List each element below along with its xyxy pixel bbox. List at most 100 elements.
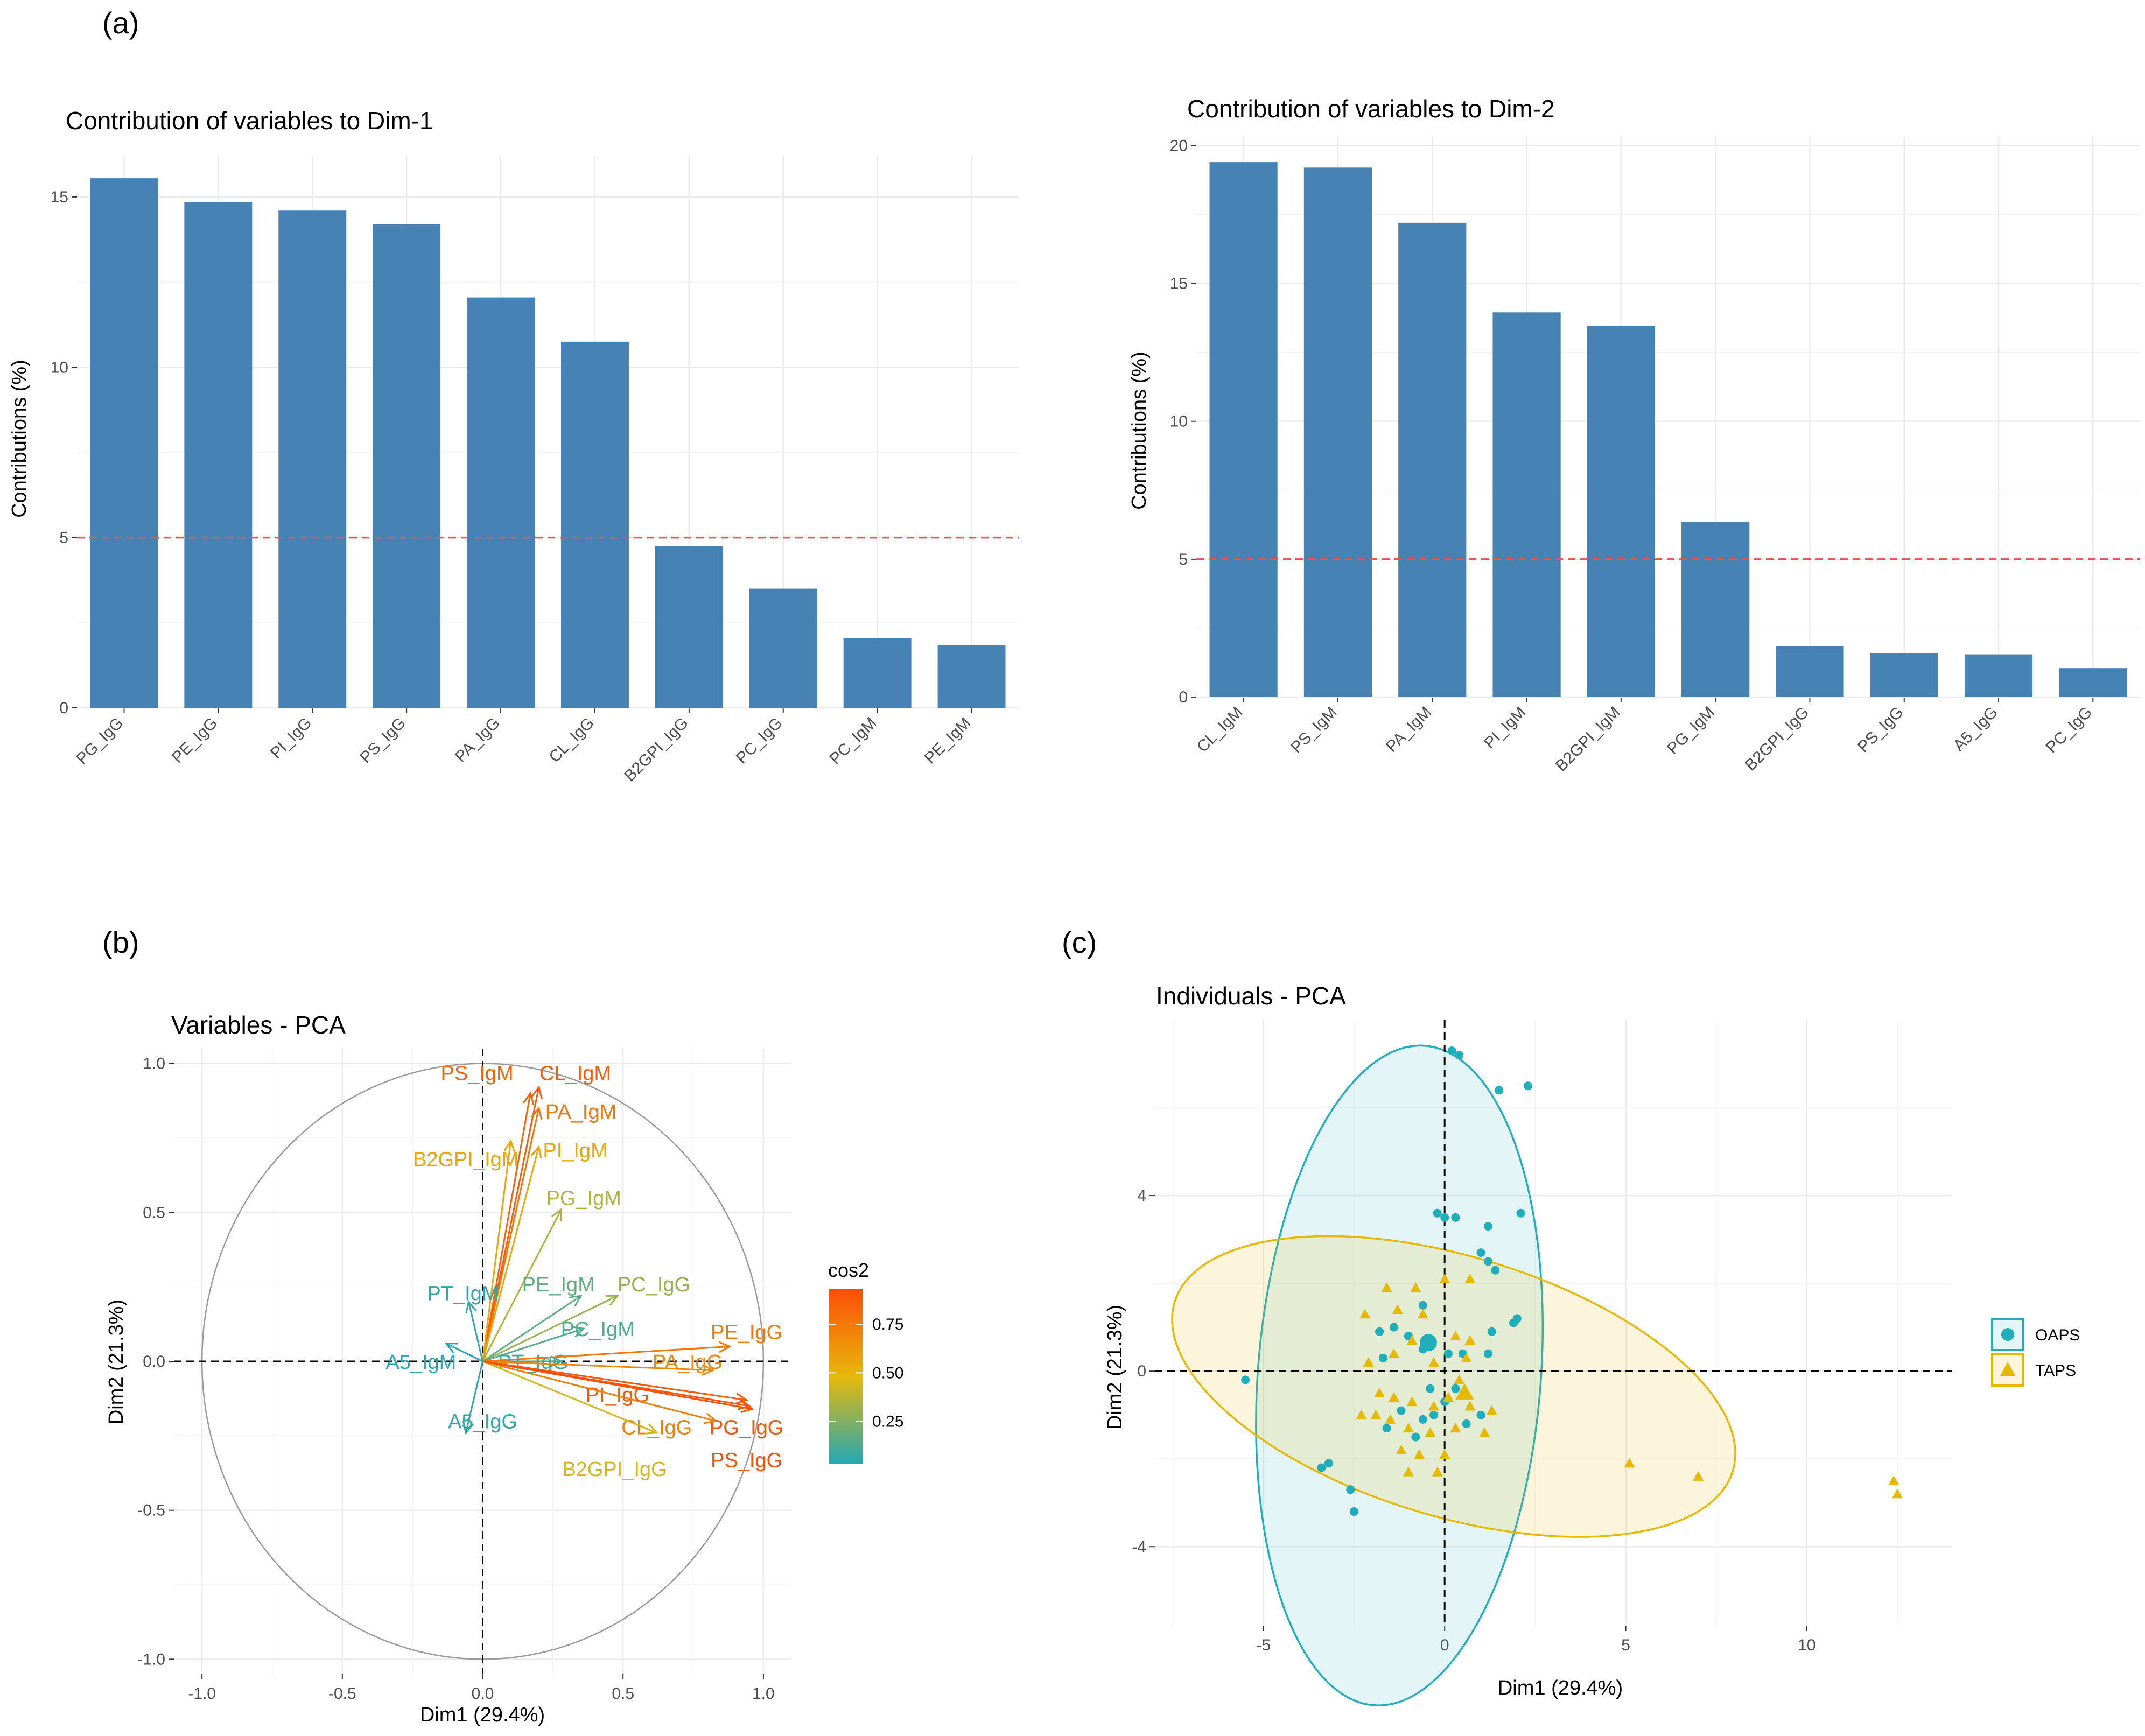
bar-PA_IgG xyxy=(467,297,535,708)
x-tick-label: -0.5 xyxy=(328,1685,356,1703)
point-TAPS xyxy=(1385,1414,1396,1424)
x-tick-label: PC_IgG xyxy=(733,714,786,768)
chart-dim1-bars xyxy=(90,178,1006,708)
chart-dim2-xticks: CL_IgM PS_IgM PA_IgM PI_IgM B2GPI_IgM PG_IgM B… xyxy=(1194,697,2095,775)
point-TAPS xyxy=(1392,1304,1403,1315)
arrowhead-B2GPI_IgM xyxy=(503,1139,516,1152)
point-OAPS xyxy=(1476,1248,1485,1257)
bar-PI_IgG xyxy=(278,210,347,708)
chart-dim2: Contribution of variables to Dim-2 Contr… xyxy=(1128,95,2140,775)
point-OAPS xyxy=(1495,1086,1504,1095)
point-OAPS xyxy=(1241,1375,1250,1384)
y-tick-label: 20 xyxy=(1170,137,1188,154)
chart-individuals-xlabel: Dim1 (29.4%) xyxy=(1498,1677,1623,1699)
y-tick-label: 15 xyxy=(1170,275,1188,293)
chart-dim2-bars xyxy=(1209,162,2127,697)
point-OAPS xyxy=(1516,1208,1525,1218)
x-tick-label: 1.0 xyxy=(752,1685,775,1703)
point-TAPS xyxy=(1425,1427,1436,1437)
bar-PS_IgG xyxy=(373,224,441,708)
chart-dim1-yticks: 0 5 10 15 xyxy=(51,188,77,717)
point-OAPS xyxy=(1509,1318,1518,1327)
point-OAPS xyxy=(1487,1327,1496,1336)
chart-dim2-ylabel: Contributions (%) xyxy=(1128,352,1151,510)
x-tick-label: PC_IgM xyxy=(826,714,880,768)
label-PA_IgM: PA_IgM xyxy=(545,1101,616,1123)
bar-PG_IgG xyxy=(90,178,158,708)
legend-key-taps xyxy=(1991,1353,2024,1387)
arrowhead-A5_IgG xyxy=(462,1421,474,1435)
point-TAPS xyxy=(1403,1423,1414,1433)
group-legend: OAPS TAPS xyxy=(1991,1318,2080,1387)
y-tick-label: -4 xyxy=(1132,1538,1146,1556)
y-tick-label: -0.5 xyxy=(137,1502,165,1520)
point-TAPS xyxy=(1428,1401,1439,1411)
arrowhead-PI_IgM xyxy=(530,1145,542,1159)
point-TAPS xyxy=(1892,1488,1903,1499)
legend-label-oaps: OAPS xyxy=(2035,1326,2080,1344)
mean-point-OAPS xyxy=(1419,1334,1437,1352)
point-TAPS xyxy=(1464,1273,1476,1283)
point-TAPS xyxy=(1432,1466,1443,1477)
point-OAPS xyxy=(1346,1485,1355,1494)
y-tick-label: 1.0 xyxy=(143,1055,165,1073)
point-OAPS xyxy=(1397,1406,1406,1415)
point-TAPS xyxy=(1410,1282,1421,1292)
point-OAPS xyxy=(1390,1323,1398,1332)
point-OAPS xyxy=(1426,1384,1435,1393)
arrow-CL_IgG xyxy=(482,1360,716,1422)
point-TAPS xyxy=(1464,1401,1476,1411)
arrow-B2GPI_IgM xyxy=(482,1141,512,1362)
chart-individuals-plot xyxy=(1155,1020,1952,1707)
point-OAPS xyxy=(1433,1208,1442,1218)
label-CL_IgG: CL_IgG xyxy=(621,1417,692,1439)
arrowhead-PC_IgG xyxy=(605,1295,619,1306)
chart-variables-ylabel: Dim2 (21.3%) xyxy=(105,1299,128,1424)
x-tick-label: -5 xyxy=(1256,1636,1271,1654)
point-TAPS xyxy=(1888,1475,1899,1485)
label-PG_IgM: PG_IgM xyxy=(546,1187,621,1210)
label-A5_IgG: A5_IgG xyxy=(448,1411,517,1433)
label-A5_IgM: A5_IgM xyxy=(385,1351,456,1374)
y-tick-label: 10 xyxy=(51,359,68,376)
point-TAPS xyxy=(1356,1409,1367,1419)
y-tick-label: 15 xyxy=(51,188,68,206)
point-OAPS xyxy=(1462,1419,1471,1428)
point-OAPS xyxy=(1455,1051,1464,1060)
legend-label-taps: TAPS xyxy=(2035,1362,2076,1380)
point-TAPS xyxy=(1479,1427,1490,1437)
chart-individuals-ylabel: Dim2 (21.3%) xyxy=(1104,1305,1126,1430)
label-CL_IgM: CL_IgM xyxy=(539,1062,611,1085)
point-OAPS xyxy=(1429,1410,1438,1419)
bar-PE_IgM xyxy=(937,644,1006,708)
panel-label-b: (b) xyxy=(102,925,139,959)
y-tick-label: 0 xyxy=(1137,1362,1146,1380)
x-tick-label: 0.0 xyxy=(472,1685,494,1703)
legend-oaps-circle-icon xyxy=(2001,1328,2014,1341)
point-TAPS xyxy=(1461,1352,1472,1362)
cos2-legend-ticks: 0.25 0.50 0.75 xyxy=(829,1316,903,1431)
point-TAPS xyxy=(1454,1374,1465,1384)
panel-label-a: (a) xyxy=(102,6,139,40)
point-TAPS xyxy=(1381,1282,1392,1292)
cos2-legend-title: cos2 xyxy=(828,1259,869,1281)
point-OAPS xyxy=(1476,1410,1485,1419)
bar-CL_IgM xyxy=(1209,162,1278,697)
point-OAPS xyxy=(1483,1349,1492,1358)
point-TAPS xyxy=(1439,1273,1450,1283)
bar-A5_IgG xyxy=(1964,654,2033,697)
point-OAPS xyxy=(1418,1415,1427,1424)
arrowhead-PG_IgM xyxy=(551,1207,563,1221)
label-PT_IgM: PT_IgM xyxy=(427,1283,499,1305)
label-PS_IgG: PS_IgG xyxy=(711,1450,782,1472)
x-tick-label: 0.5 xyxy=(612,1685,634,1703)
bar-B2GPI_IgG xyxy=(1776,646,1844,697)
bar-CL_IgG xyxy=(560,341,629,708)
cos2-colorbar xyxy=(829,1289,863,1464)
arrow-PE_IgM xyxy=(482,1295,581,1362)
point-TAPS xyxy=(1450,1423,1461,1433)
point-OAPS xyxy=(1443,1349,1453,1358)
point-TAPS xyxy=(1370,1409,1382,1419)
label-PS_IgM: PS_IgM xyxy=(440,1062,513,1085)
chart-variables-xticks: -1.0 -0.5 0.0 0.5 1.0 xyxy=(188,1674,775,1703)
